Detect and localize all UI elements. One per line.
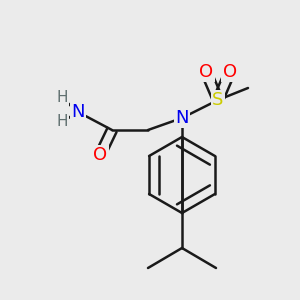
Text: N: N (71, 103, 85, 121)
Text: O: O (93, 146, 107, 164)
Text: O: O (223, 63, 237, 81)
Text: O: O (199, 63, 213, 81)
Text: H: H (56, 115, 68, 130)
Text: N: N (175, 109, 189, 127)
Text: H: H (56, 91, 68, 106)
Text: S: S (212, 91, 224, 109)
